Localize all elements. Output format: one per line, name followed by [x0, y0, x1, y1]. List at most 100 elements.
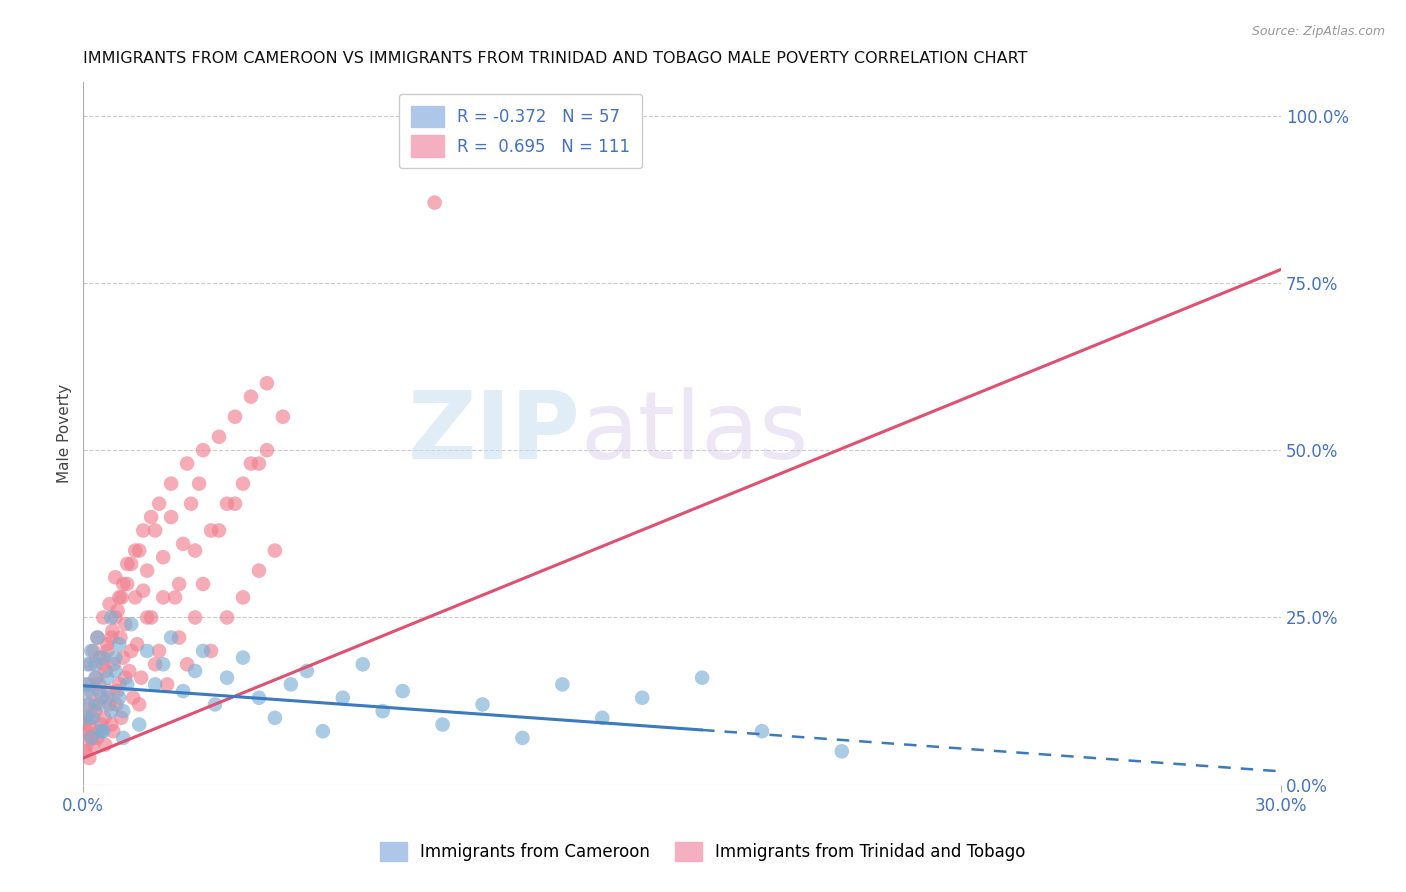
- Point: [215, 671, 238, 685]
- Point: [80, 684, 103, 698]
- Point: [76, 724, 98, 739]
- Point: [76, 711, 98, 725]
- Point: [82, 731, 104, 745]
- Point: [103, 724, 125, 739]
- Point: [184, 664, 207, 678]
- Point: [77, 717, 100, 731]
- Point: [751, 724, 773, 739]
- Point: [94, 664, 117, 678]
- Point: [84, 704, 107, 718]
- Point: [77, 698, 100, 712]
- Point: [77, 751, 100, 765]
- Point: [176, 657, 198, 672]
- Point: [232, 476, 254, 491]
- Point: [89, 698, 111, 712]
- Point: [215, 497, 238, 511]
- Point: [80, 711, 103, 725]
- Point: [90, 717, 112, 731]
- Point: [247, 564, 270, 578]
- Point: [104, 570, 127, 584]
- Point: [108, 591, 131, 605]
- Point: [73, 724, 96, 739]
- Point: [132, 524, 155, 538]
- Point: [91, 657, 114, 672]
- Point: [100, 717, 122, 731]
- Point: [256, 376, 278, 391]
- Point: [172, 537, 194, 551]
- Point: [191, 443, 214, 458]
- Point: [160, 631, 183, 645]
- Point: [86, 631, 108, 645]
- Point: [91, 724, 114, 739]
- Point: [112, 577, 135, 591]
- Point: [110, 591, 132, 605]
- Point: [152, 657, 174, 672]
- Point: [124, 543, 146, 558]
- Point: [167, 577, 190, 591]
- Point: [247, 690, 270, 705]
- Point: [512, 731, 534, 745]
- Point: [91, 610, 114, 624]
- Point: [247, 457, 270, 471]
- Point: [89, 684, 111, 698]
- Point: [110, 711, 132, 725]
- Point: [110, 631, 132, 645]
- Point: [172, 684, 194, 698]
- Point: [215, 610, 238, 624]
- Point: [80, 731, 103, 745]
- Point: [208, 524, 231, 538]
- Legend: R = -0.372   N = 57, R =  0.695   N = 111: R = -0.372 N = 57, R = 0.695 N = 111: [399, 94, 643, 169]
- Point: [184, 610, 207, 624]
- Point: [184, 543, 207, 558]
- Point: [232, 591, 254, 605]
- Point: [295, 664, 318, 678]
- Point: [82, 738, 104, 752]
- Point: [89, 724, 111, 739]
- Point: [93, 711, 115, 725]
- Point: [118, 664, 141, 678]
- Point: [76, 698, 98, 712]
- Point: [128, 543, 150, 558]
- Point: [108, 677, 131, 691]
- Point: [180, 497, 202, 511]
- Text: IMMIGRANTS FROM CAMEROON VS IMMIGRANTS FROM TRINIDAD AND TOBAGO MALE POVERTY COR: IMMIGRANTS FROM CAMEROON VS IMMIGRANTS F…: [83, 51, 1028, 66]
- Point: [96, 671, 118, 685]
- Point: [200, 524, 222, 538]
- Point: [256, 443, 278, 458]
- Point: [84, 657, 107, 672]
- Point: [82, 644, 104, 658]
- Point: [114, 617, 136, 632]
- Point: [107, 604, 129, 618]
- Point: [96, 690, 118, 705]
- Point: [423, 195, 446, 210]
- Point: [128, 698, 150, 712]
- Point: [101, 624, 124, 638]
- Point: [176, 457, 198, 471]
- Point: [280, 677, 302, 691]
- Point: [224, 409, 246, 424]
- Point: [89, 650, 111, 665]
- Point: [141, 510, 163, 524]
- Point: [471, 698, 494, 712]
- Point: [239, 390, 262, 404]
- Point: [191, 577, 214, 591]
- Point: [114, 671, 136, 685]
- Point: [84, 671, 107, 685]
- Point: [224, 497, 246, 511]
- Point: [124, 591, 146, 605]
- Point: [352, 657, 374, 672]
- Point: [80, 644, 103, 658]
- Point: [591, 711, 613, 725]
- Point: [100, 631, 122, 645]
- Point: [89, 677, 111, 691]
- Point: [143, 677, 166, 691]
- Point: [332, 690, 354, 705]
- Point: [115, 677, 138, 691]
- Point: [108, 690, 131, 705]
- Point: [104, 664, 127, 678]
- Point: [143, 657, 166, 672]
- Point: [120, 557, 142, 571]
- Point: [84, 698, 107, 712]
- Point: [112, 704, 135, 718]
- Point: [141, 610, 163, 624]
